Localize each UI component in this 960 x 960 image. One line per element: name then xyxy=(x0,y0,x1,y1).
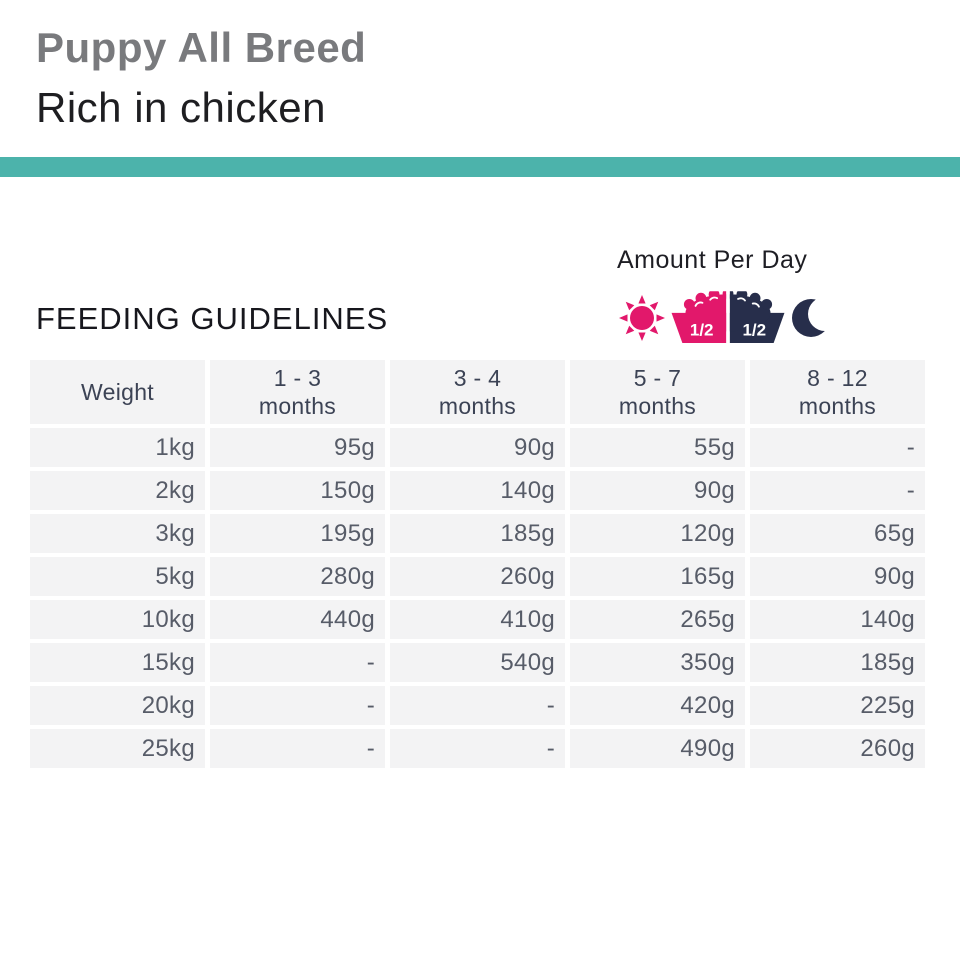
amount-cell: 140g xyxy=(390,471,565,510)
amount-cell: 95g xyxy=(210,428,385,467)
feeding-table: Weight 1 - 3 months 3 - 4 months 5 - 7 mont… xyxy=(30,360,925,768)
weight-cell: 2kg xyxy=(30,471,205,510)
weight-cell: 15kg xyxy=(30,643,205,682)
column-header: Weight xyxy=(30,360,205,424)
amount-cell: - xyxy=(750,471,925,510)
bowl-right-fraction: 1/2 xyxy=(742,320,766,339)
page-subtitle: Rich in chicken xyxy=(36,84,326,131)
amount-cell: 140g xyxy=(750,600,925,639)
amount-cell: 150g xyxy=(210,471,385,510)
amount-cell: 90g xyxy=(570,471,745,510)
column-header: 8 - 12 months xyxy=(750,360,925,424)
amount-cell: - xyxy=(210,643,385,682)
column-header: 1 - 3 months xyxy=(210,360,385,424)
weight-cell: 20kg xyxy=(30,686,205,725)
amount-cell: - xyxy=(750,428,925,467)
amount-cell: 260g xyxy=(750,729,925,768)
page-title: Puppy All Breed xyxy=(36,24,367,71)
amount-cell: 410g xyxy=(390,600,565,639)
column-header: 5 - 7 months xyxy=(570,360,745,424)
amount-cell: 540g xyxy=(390,643,565,682)
amount-cell: 165g xyxy=(570,557,745,596)
amount-cell: 195g xyxy=(210,514,385,553)
moon-icon xyxy=(792,296,831,337)
amount-cell: - xyxy=(390,729,565,768)
amount-cell: 265g xyxy=(570,600,745,639)
amount-cell: 90g xyxy=(750,557,925,596)
weight-cell: 5kg xyxy=(30,557,205,596)
amount-cell: 225g xyxy=(750,686,925,725)
amount-cell: 185g xyxy=(750,643,925,682)
amount-cell: 490g xyxy=(570,729,745,768)
amount-cell: 420g xyxy=(570,686,745,725)
amount-cell: 90g xyxy=(390,428,565,467)
kibble-texture xyxy=(694,296,760,308)
amount-cell: 280g xyxy=(210,557,385,596)
column-header: 3 - 4 months xyxy=(390,360,565,424)
weight-cell: 25kg xyxy=(30,729,205,768)
amount-cell: 120g xyxy=(570,514,745,553)
weight-cell: 1kg xyxy=(30,428,205,467)
amount-cell: 350g xyxy=(570,643,745,682)
feeding-guidelines-heading: FEEDING GUIDELINES xyxy=(36,301,389,336)
weight-cell: 3kg xyxy=(30,514,205,553)
teal-divider-bar xyxy=(0,157,960,177)
amount-cell: - xyxy=(390,686,565,725)
amount-per-day-label: Amount Per Day xyxy=(617,246,808,274)
amount-cell: 55g xyxy=(570,428,745,467)
amount-cell: 65g xyxy=(750,514,925,553)
sun-icon xyxy=(619,294,665,341)
bowl-left-fraction: 1/2 xyxy=(690,320,714,339)
food-bowl-icon: 1/2 1/2 xyxy=(671,291,785,344)
amount-cell: - xyxy=(210,686,385,725)
amount-cell: 440g xyxy=(210,600,385,639)
amount-cell: 260g xyxy=(390,557,565,596)
portion-icons: 1/2 1/2 xyxy=(619,291,831,344)
amount-cell: 185g xyxy=(390,514,565,553)
amount-cell: - xyxy=(210,729,385,768)
weight-cell: 10kg xyxy=(30,600,205,639)
